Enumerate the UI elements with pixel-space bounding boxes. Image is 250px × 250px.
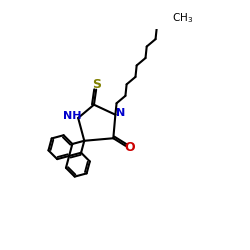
Text: N: N [116, 108, 125, 118]
Text: O: O [124, 141, 135, 154]
Text: S: S [92, 78, 101, 91]
Text: NH: NH [63, 111, 82, 121]
Text: CH$_3$: CH$_3$ [172, 11, 193, 25]
